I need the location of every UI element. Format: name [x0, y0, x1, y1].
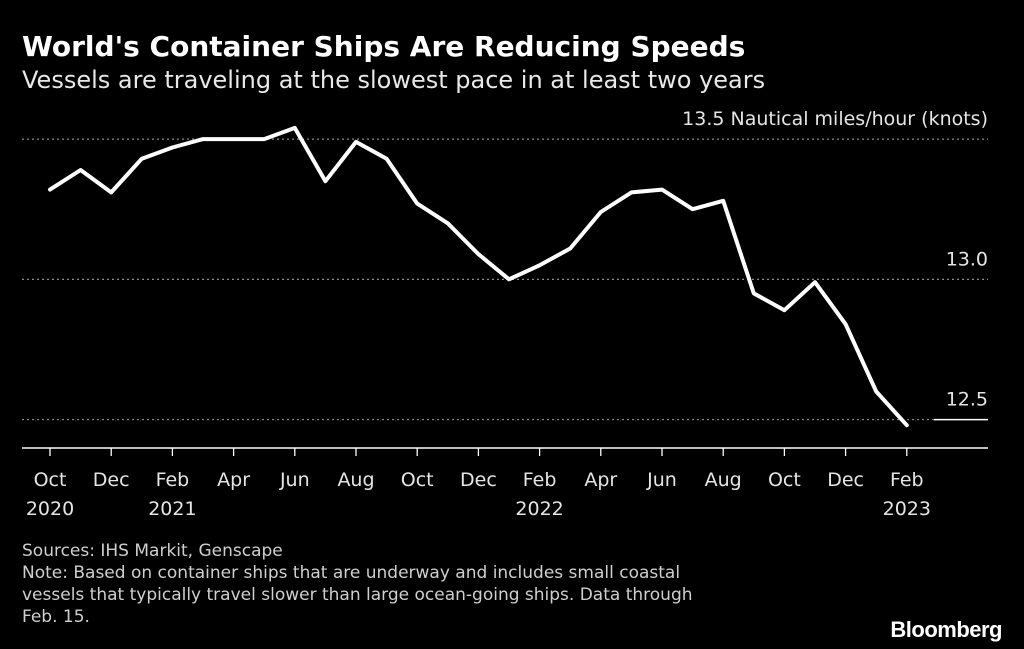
chart-subtitle: Vessels are traveling at the slowest pac… — [22, 66, 766, 94]
y-tick-label: 12.5 — [946, 389, 988, 411]
x-tick-label: Aug — [337, 469, 374, 491]
x-tick-year-label: 2020 — [26, 498, 74, 520]
sources-note: Sources: IHS Markit, Genscape — [22, 541, 283, 561]
x-tick-label: Apr — [584, 469, 617, 491]
x-tick-label: Oct — [401, 469, 434, 491]
footnote-line-1: Note: Based on container ships that are … — [22, 563, 681, 583]
x-tick-label: Feb — [156, 469, 190, 491]
chart-title: World's Container Ships Are Reducing Spe… — [22, 30, 746, 63]
footnote-line-2: vessels that typically travel slower tha… — [22, 585, 693, 605]
x-tick-label: Apr — [217, 469, 250, 491]
x-tick-label: Jun — [279, 469, 310, 491]
y-tick-label: 13.0 — [946, 248, 988, 270]
x-tick-label: Aug — [705, 469, 742, 491]
bloomberg-logo: Bloomberg — [890, 617, 1002, 642]
x-tick-label: Oct — [768, 469, 801, 491]
x-tick-label: Oct — [34, 469, 67, 491]
chart-footer: Sources: IHS Markit, Genscape Note: Base… — [22, 540, 693, 628]
x-tick-label: Dec — [93, 469, 130, 491]
x-tick-year-label: 2023 — [883, 498, 931, 520]
y-tick-label: 13.5 Nautical miles/hour (knots) — [682, 108, 988, 130]
footnote-line-3: Feb. 15. — [22, 607, 90, 627]
x-tick-label: Dec — [827, 469, 864, 491]
x-tick-label: Feb — [890, 469, 924, 491]
x-tick-year-label: 2022 — [515, 498, 563, 520]
x-tick-label: Dec — [460, 469, 497, 491]
series-line — [48, 125, 909, 428]
x-tick-year-label: 2021 — [148, 498, 196, 520]
x-tick-label: Feb — [523, 469, 557, 491]
x-tick-label: Jun — [646, 469, 677, 491]
